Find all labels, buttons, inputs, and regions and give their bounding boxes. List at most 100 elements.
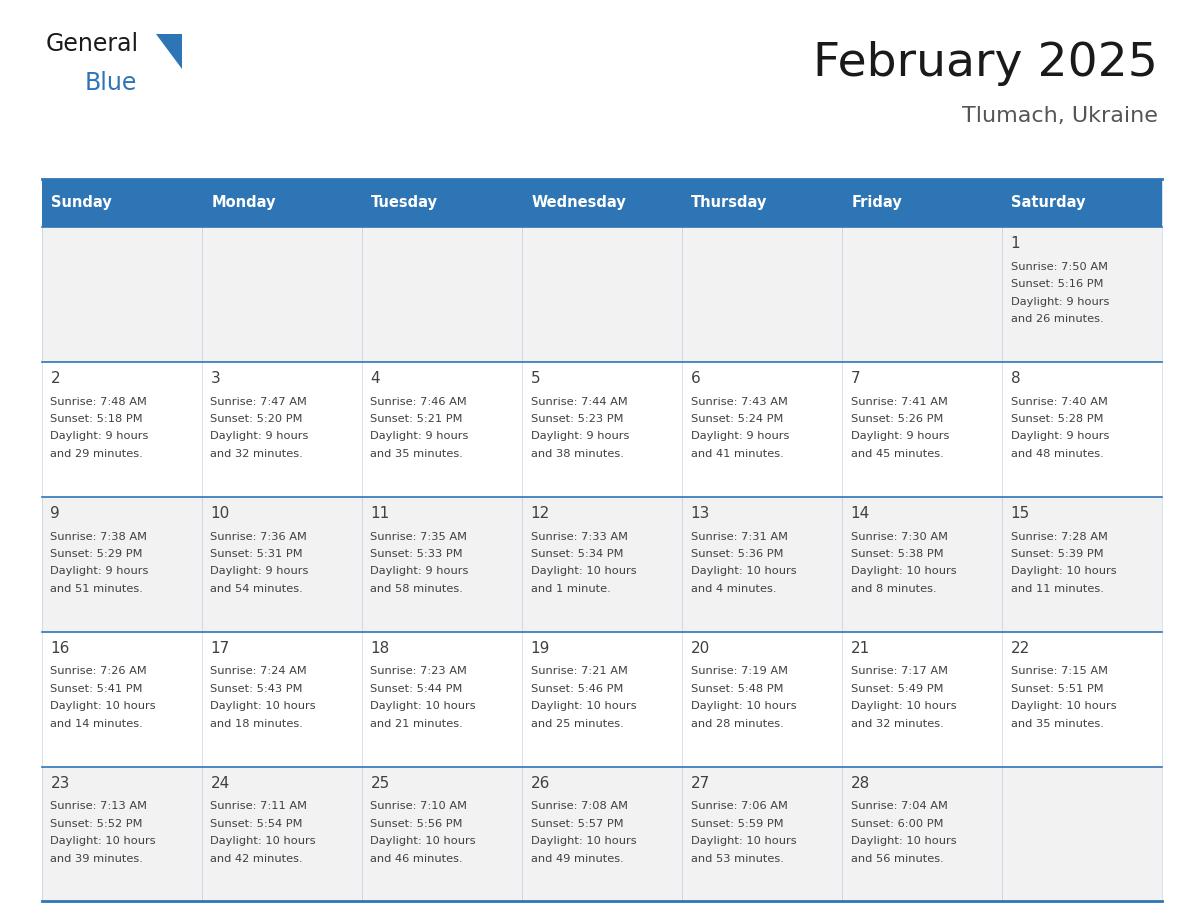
Text: Sunset: 5:48 PM: Sunset: 5:48 PM (690, 684, 783, 694)
Text: Sunrise: 7:30 AM: Sunrise: 7:30 AM (851, 532, 948, 542)
Bar (522, 632, 682, 767)
Bar (682, 632, 842, 767)
Text: General: General (45, 32, 138, 56)
Bar (522, 767, 682, 901)
Bar (682, 362, 842, 497)
Text: Blue: Blue (84, 71, 137, 95)
Text: Sunset: 5:59 PM: Sunset: 5:59 PM (690, 819, 783, 829)
Bar (361, 179, 522, 227)
Bar (842, 497, 1001, 632)
Bar (842, 179, 1001, 227)
Text: Sunset: 5:52 PM: Sunset: 5:52 PM (50, 819, 143, 829)
Bar (42, 632, 202, 767)
Text: Sunset: 5:36 PM: Sunset: 5:36 PM (690, 549, 783, 559)
Text: Daylight: 10 hours: Daylight: 10 hours (690, 701, 796, 711)
Bar (522, 227, 682, 362)
Bar (361, 632, 522, 767)
Text: Sunset: 5:23 PM: Sunset: 5:23 PM (531, 414, 623, 424)
Text: Daylight: 9 hours: Daylight: 9 hours (371, 431, 469, 442)
Text: Sunset: 5:46 PM: Sunset: 5:46 PM (531, 684, 623, 694)
Text: and 14 minutes.: and 14 minutes. (50, 719, 143, 729)
Text: Daylight: 10 hours: Daylight: 10 hours (210, 701, 316, 711)
Text: Daylight: 10 hours: Daylight: 10 hours (371, 836, 476, 846)
Text: and 51 minutes.: and 51 minutes. (50, 584, 144, 594)
Text: and 11 minutes.: and 11 minutes. (1011, 584, 1104, 594)
Text: Sunset: 5:44 PM: Sunset: 5:44 PM (371, 684, 463, 694)
Text: 9: 9 (50, 506, 61, 521)
Text: and 39 minutes.: and 39 minutes. (50, 854, 144, 864)
Text: Sunset: 5:18 PM: Sunset: 5:18 PM (50, 414, 143, 424)
Text: Sunset: 5:39 PM: Sunset: 5:39 PM (1011, 549, 1104, 559)
Bar (522, 179, 682, 227)
Bar (842, 767, 1001, 901)
Text: Sunset: 6:00 PM: Sunset: 6:00 PM (851, 819, 943, 829)
Text: 13: 13 (690, 506, 710, 521)
Text: 1: 1 (1011, 236, 1020, 251)
Text: Daylight: 10 hours: Daylight: 10 hours (690, 836, 796, 846)
Bar (842, 362, 1001, 497)
Bar (42, 497, 202, 632)
Bar (202, 179, 361, 227)
Text: and 56 minutes.: and 56 minutes. (851, 854, 943, 864)
Text: Daylight: 10 hours: Daylight: 10 hours (50, 701, 156, 711)
Text: Sunrise: 7:28 AM: Sunrise: 7:28 AM (1011, 532, 1107, 542)
Text: Sunset: 5:26 PM: Sunset: 5:26 PM (851, 414, 943, 424)
Text: Daylight: 10 hours: Daylight: 10 hours (1011, 566, 1117, 577)
Bar (42, 362, 202, 497)
Text: Sunrise: 7:38 AM: Sunrise: 7:38 AM (50, 532, 147, 542)
Text: Sunrise: 7:24 AM: Sunrise: 7:24 AM (210, 666, 308, 677)
Text: 25: 25 (371, 776, 390, 790)
Text: Thursday: Thursday (691, 196, 767, 210)
Text: Sunrise: 7:41 AM: Sunrise: 7:41 AM (851, 397, 948, 407)
Text: Sunset: 5:20 PM: Sunset: 5:20 PM (210, 414, 303, 424)
Text: Sunset: 5:21 PM: Sunset: 5:21 PM (371, 414, 463, 424)
Bar (522, 362, 682, 497)
Text: 21: 21 (851, 641, 870, 655)
Text: Daylight: 9 hours: Daylight: 9 hours (1011, 297, 1110, 307)
Text: Daylight: 10 hours: Daylight: 10 hours (851, 836, 956, 846)
Text: Daylight: 10 hours: Daylight: 10 hours (531, 836, 636, 846)
Text: 2: 2 (50, 371, 61, 386)
Text: 26: 26 (531, 776, 550, 790)
Text: Sunrise: 7:13 AM: Sunrise: 7:13 AM (50, 801, 147, 812)
Text: Sunrise: 7:08 AM: Sunrise: 7:08 AM (531, 801, 627, 812)
Text: 5: 5 (531, 371, 541, 386)
Bar (361, 362, 522, 497)
Text: Sunset: 5:34 PM: Sunset: 5:34 PM (531, 549, 623, 559)
Bar (1001, 179, 1162, 227)
Text: Sunrise: 7:40 AM: Sunrise: 7:40 AM (1011, 397, 1107, 407)
Text: and 35 minutes.: and 35 minutes. (371, 449, 463, 459)
Text: and 58 minutes.: and 58 minutes. (371, 584, 463, 594)
Bar (1001, 227, 1162, 362)
Text: 6: 6 (690, 371, 700, 386)
Text: Sunrise: 7:43 AM: Sunrise: 7:43 AM (690, 397, 788, 407)
Text: and 29 minutes.: and 29 minutes. (50, 449, 143, 459)
Text: Sunrise: 7:17 AM: Sunrise: 7:17 AM (851, 666, 948, 677)
Text: 3: 3 (210, 371, 220, 386)
Text: 24: 24 (210, 776, 229, 790)
Bar (42, 227, 202, 362)
Text: Sunrise: 7:15 AM: Sunrise: 7:15 AM (1011, 666, 1107, 677)
Text: Daylight: 9 hours: Daylight: 9 hours (50, 431, 148, 442)
Text: Sunrise: 7:35 AM: Sunrise: 7:35 AM (371, 532, 467, 542)
Text: and 28 minutes.: and 28 minutes. (690, 719, 783, 729)
Bar (682, 767, 842, 901)
Text: Daylight: 10 hours: Daylight: 10 hours (531, 566, 636, 577)
Text: and 32 minutes.: and 32 minutes. (851, 719, 943, 729)
Text: and 48 minutes.: and 48 minutes. (1011, 449, 1104, 459)
Bar (1001, 362, 1162, 497)
Text: Sunset: 5:31 PM: Sunset: 5:31 PM (210, 549, 303, 559)
Text: Wednesday: Wednesday (531, 196, 626, 210)
Text: Daylight: 10 hours: Daylight: 10 hours (531, 701, 636, 711)
Text: 17: 17 (210, 641, 229, 655)
Text: Saturday: Saturday (1011, 196, 1086, 210)
Text: Sunrise: 7:36 AM: Sunrise: 7:36 AM (210, 532, 308, 542)
Bar (202, 227, 361, 362)
Text: Sunset: 5:33 PM: Sunset: 5:33 PM (371, 549, 463, 559)
Text: 11: 11 (371, 506, 390, 521)
Text: 28: 28 (851, 776, 870, 790)
Text: and 46 minutes.: and 46 minutes. (371, 854, 463, 864)
Text: Daylight: 10 hours: Daylight: 10 hours (851, 701, 956, 711)
Text: and 38 minutes.: and 38 minutes. (531, 449, 624, 459)
Text: and 21 minutes.: and 21 minutes. (371, 719, 463, 729)
